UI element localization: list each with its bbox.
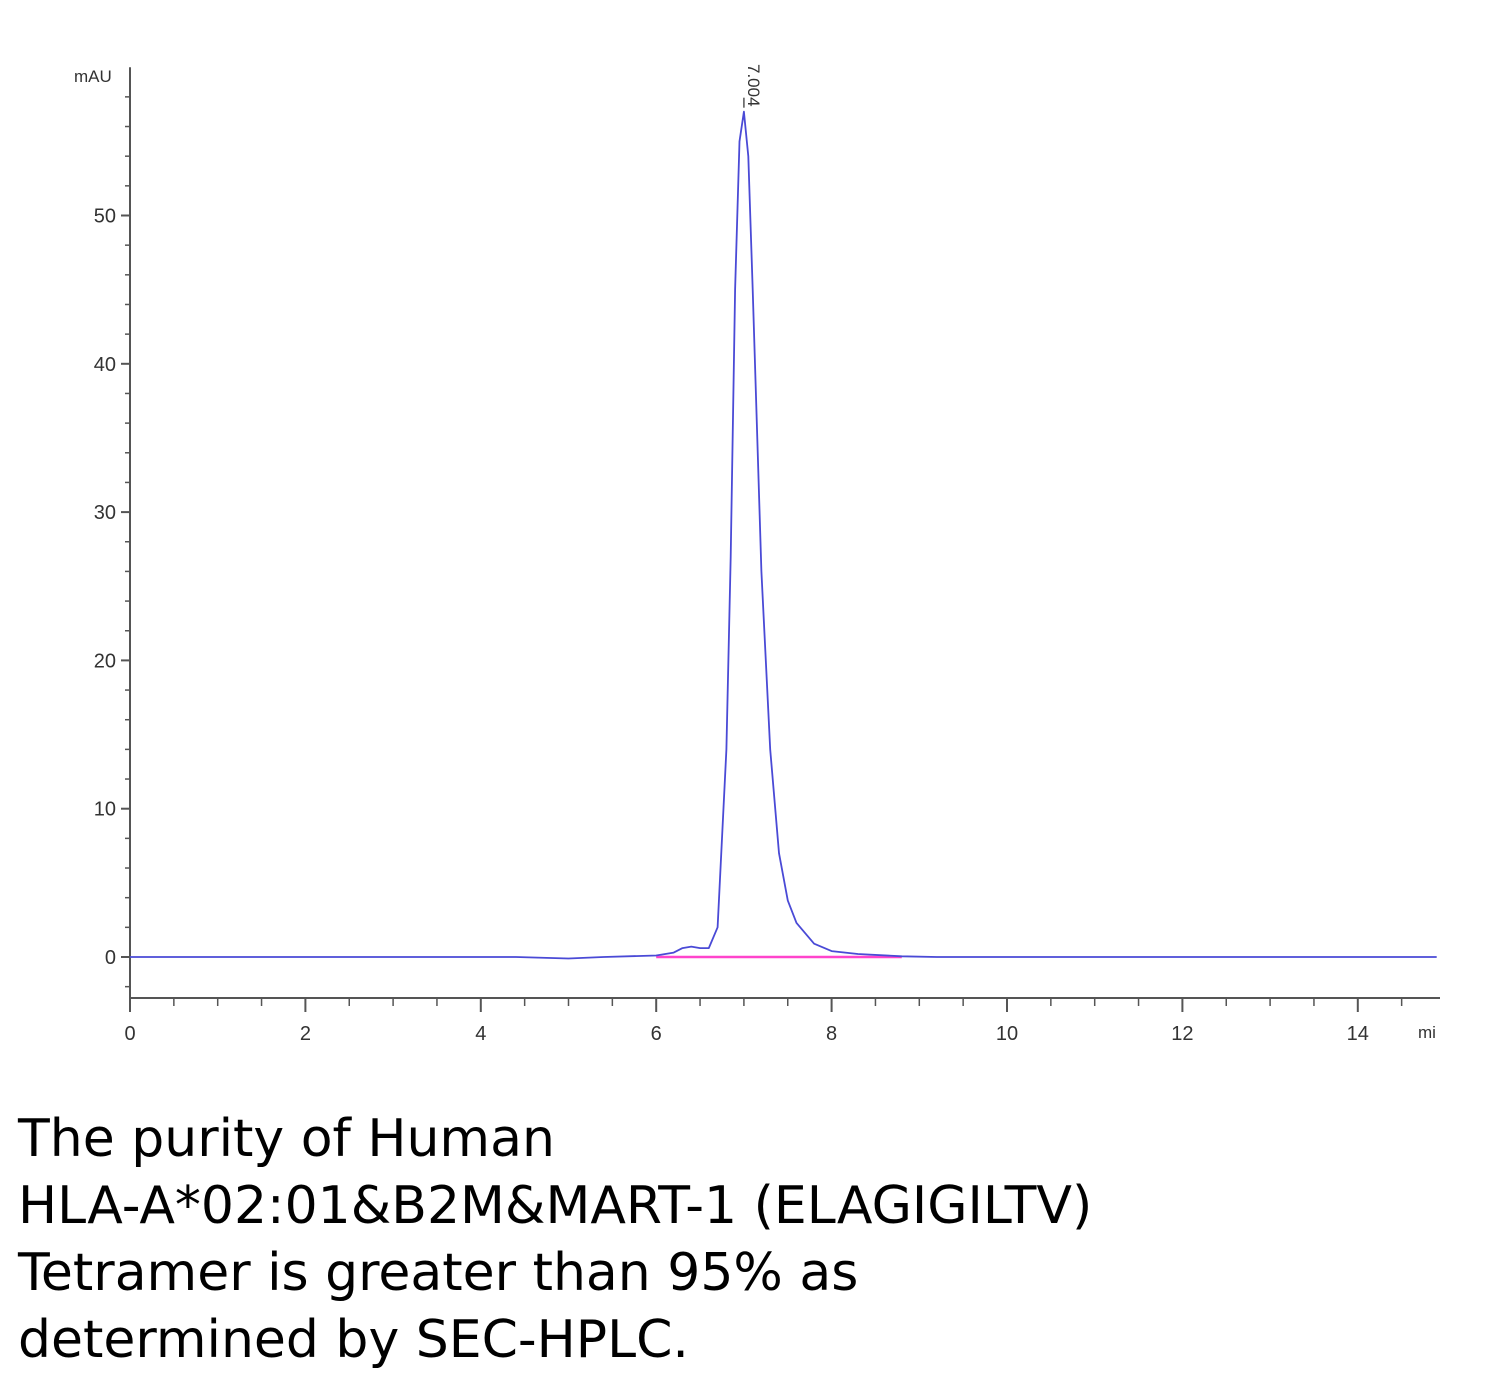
chromatogram-trace — [130, 110, 1437, 960]
y-tick-label: 0 — [105, 947, 116, 969]
caption-line: Tetramer is greater than 95% as — [18, 1243, 859, 1303]
x-axis-unit-label: mi — [1418, 1023, 1436, 1042]
x-axis: 0 2 4 6 8 10 12 14 — [124, 997, 1440, 1045]
y-tick-label: 30 — [94, 502, 116, 524]
y-tick-label: 40 — [94, 354, 116, 376]
caption-line: HLA-A*02:01&B2M&MART-1 (ELAGIGILTV) — [18, 1176, 1093, 1236]
y-tick-label: 10 — [94, 799, 116, 821]
y-tick-label: 20 — [94, 650, 116, 672]
x-tick-label: 2 — [300, 1023, 311, 1045]
chromatogram-chart: 0 10 20 30 40 50 0 2 4 6 8 10 12 14 mAU mi 7.004 — [74, 64, 1440, 1045]
plot-area — [130, 97, 1437, 960]
x-tick-label: 0 — [124, 1023, 135, 1045]
caption-line: The purity of Human — [18, 1109, 555, 1169]
figure-caption: The purity of Human HLA-A*02:01&B2M&MART… — [18, 1106, 1478, 1374]
x-tick-label: 4 — [475, 1023, 486, 1045]
caption-line: determined by SEC-HPLC. — [18, 1310, 689, 1370]
y-tick-label: 50 — [94, 206, 116, 228]
y-axis-unit-label: mAU — [74, 67, 112, 86]
x-tick-label: 12 — [1171, 1023, 1193, 1045]
x-tick-label: 14 — [1347, 1023, 1369, 1045]
x-tick-label: 6 — [651, 1023, 662, 1045]
y-axis: 0 10 20 30 40 50 — [94, 67, 131, 1000]
x-tick-label: 8 — [826, 1023, 837, 1045]
peak-retention-time-label: 7.004 — [744, 64, 763, 107]
x-tick-label: 10 — [996, 1023, 1018, 1045]
